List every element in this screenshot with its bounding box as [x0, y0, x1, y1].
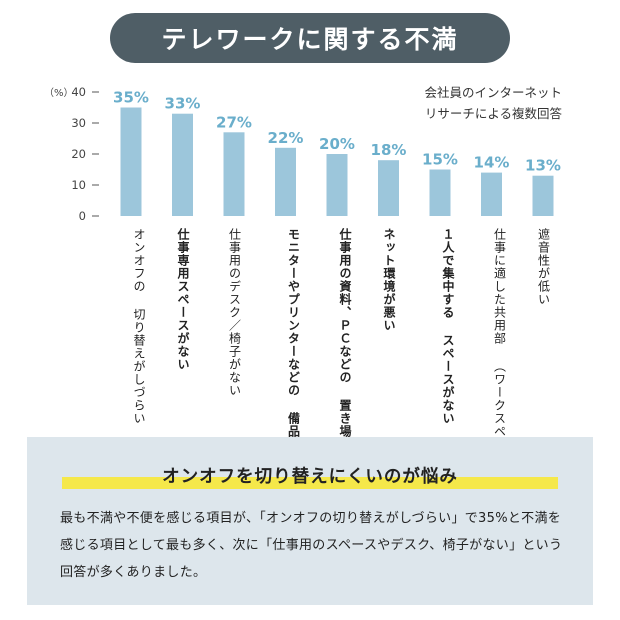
bar [172, 113, 193, 216]
y-tick-label: 10 [71, 178, 86, 192]
y-tick-label: 0 [79, 209, 86, 223]
bar [326, 154, 348, 216]
bar-value-label: 35% [113, 89, 149, 107]
bar-value-label: 33% [165, 95, 201, 113]
survey-note: 会社員のインターネット リサーチによる複数回答 [424, 82, 562, 124]
page-title: テレワークに関する不満 [110, 13, 510, 63]
survey-note-line-1: 会社員のインターネット [424, 85, 562, 100]
survey-note-line-2: リサーチによる複数回答 [424, 106, 562, 121]
bar-value-label: 14% [474, 154, 510, 172]
bar [481, 172, 502, 216]
bar [378, 160, 399, 216]
bar [429, 169, 451, 216]
summary-headline-wrap: オンオフを切り替えにくいのが悩み [62, 463, 558, 489]
summary-panel: オンオフを切り替えにくいのが悩み 最も不満や不便を感じる項目が、「オンオフの切り… [27, 437, 593, 605]
x-category-label: 遮音性が低い [536, 228, 551, 306]
y-axis-unit: （%） [44, 87, 74, 99]
bar [223, 132, 245, 216]
x-category-label: 仕事専用スペースがない [176, 228, 190, 371]
bar [120, 107, 142, 216]
summary-headline: オンオフを切り替えにくいのが悩み [162, 467, 458, 487]
x-category-label: １人で集中する スペースがない [441, 228, 455, 425]
bar-value-label: 15% [422, 151, 458, 169]
x-category-label: 仕事用のデスク／椅子がない [227, 228, 242, 397]
x-category-label: オンオフの 切り替えがしづらい [132, 228, 146, 425]
bar-value-label: 22% [268, 129, 304, 147]
y-tick-label: 30 [71, 116, 86, 130]
x-category-label: ネット環境が悪い [382, 228, 396, 332]
y-tick-label: 20 [71, 147, 86, 161]
bar [532, 175, 554, 216]
y-tick-label: 40 [71, 85, 86, 99]
bar-chart: （%） 0 10 20 30 40 35% 33% 27% 22% 20% 18% 15% 14% 13% [44, 85, 561, 223]
bar-value-label: 20% [319, 135, 355, 153]
bar-value-label: 27% [216, 113, 252, 131]
bar [275, 147, 296, 216]
bar-value-label: 18% [371, 141, 407, 159]
summary-body: 最も不満や不便を感じる項目が、「オンオフの切り替えがしづらい」で35%と不満を感… [60, 511, 563, 580]
headline-highlight [62, 477, 558, 489]
bar-value-label: 13% [525, 157, 561, 175]
